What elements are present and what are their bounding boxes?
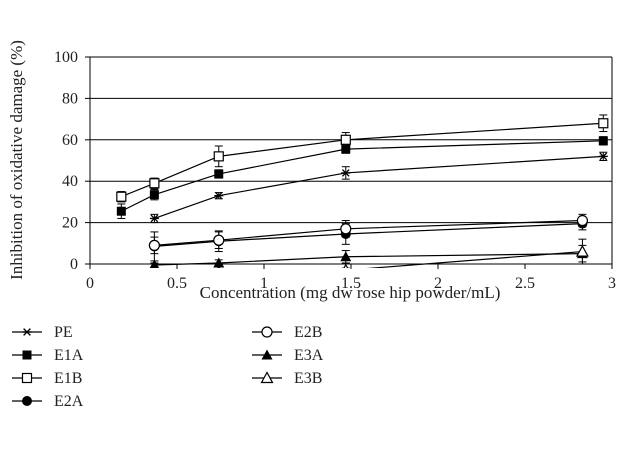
series-e3a xyxy=(149,244,588,268)
series-e1a xyxy=(116,136,608,219)
point-e1a-4 xyxy=(598,136,608,146)
legend-marker-e3b xyxy=(260,371,274,384)
point-e1a-0 xyxy=(116,206,126,216)
x-axis-label: Concentration (mg dw rose hip powder/mL) xyxy=(200,283,501,302)
legend-label-e3a: E3A xyxy=(294,347,324,364)
series-line-e1b xyxy=(121,122,604,198)
legend-label-e1a: E1A xyxy=(54,347,84,364)
point-pe-1 xyxy=(214,191,224,200)
legend-marker-e1a xyxy=(22,350,32,360)
point-e1b-0 xyxy=(116,191,127,202)
point-e3b-1 xyxy=(343,263,349,268)
series-layer xyxy=(116,114,609,274)
legend-item-e1a: E1A xyxy=(12,347,84,364)
point-pe-0 xyxy=(149,214,159,223)
point-e2b-2 xyxy=(340,223,352,235)
series-e2b xyxy=(148,213,589,255)
y-tick-label-80: 80 xyxy=(62,90,78,107)
series-pe xyxy=(149,151,608,224)
series-line-e1a xyxy=(121,140,604,212)
series-line-e2b xyxy=(154,219,583,246)
point-e2b-1 xyxy=(213,234,225,246)
legend-item-e3b: E3B xyxy=(252,370,322,387)
point-e1a-1 xyxy=(149,190,159,200)
point-e2b-3 xyxy=(576,214,589,227)
error-bar-e3b-1 xyxy=(341,267,350,268)
x-tick-label-0: 0 xyxy=(86,275,94,292)
point-e1b-1 xyxy=(149,178,160,189)
x-tick-label-2.5: 2.5 xyxy=(515,275,535,292)
legend-marker-e3a xyxy=(261,349,273,360)
legend-item-pe: PE xyxy=(12,324,73,341)
legend-item-e3a: E3A xyxy=(252,347,324,364)
series-line-e3b xyxy=(366,250,583,268)
series-line-e2a xyxy=(154,223,583,248)
legend-item-e2a: E2A xyxy=(12,393,84,410)
y-tick-label-40: 40 xyxy=(62,173,78,190)
y-axis-label: Inhibition of oxidative damage (%) xyxy=(7,40,26,280)
point-e1a-3 xyxy=(341,144,351,154)
point-e1b-2 xyxy=(213,151,224,162)
point-e3a-1 xyxy=(213,257,225,268)
series-e1b xyxy=(116,114,609,203)
point-e3b-2 xyxy=(575,244,589,257)
legend-item-e1b: E1B xyxy=(12,370,82,387)
legend-marker-pe xyxy=(22,328,32,336)
x-tick-label-3: 3 xyxy=(608,275,616,292)
series-line-pe xyxy=(154,155,604,220)
x-tick-label-1.5: 1.5 xyxy=(341,275,361,292)
series-e3b xyxy=(215,238,589,274)
point-e3a-0 xyxy=(149,259,160,268)
legend-marker-e2a xyxy=(22,396,32,406)
point-e1b-3 xyxy=(340,134,351,145)
point-pe-3 xyxy=(598,152,608,161)
legend-label-e1b: E1B xyxy=(54,370,82,387)
point-e3a-2 xyxy=(340,251,352,262)
legend-label-e2b: E2B xyxy=(294,324,322,341)
legend-marker-e2b xyxy=(261,326,273,338)
error-bar-e3b-0 xyxy=(215,270,223,274)
point-pe-2 xyxy=(341,169,351,177)
legend: PE E1A E1B E2A E2B E3A E3B xyxy=(12,324,324,410)
series-line-e3a xyxy=(154,253,583,266)
legend-marker-e1b xyxy=(21,372,33,384)
legend-label-e3b: E3B xyxy=(294,370,322,387)
x-tick-label-1: 1 xyxy=(260,275,268,292)
tick-labels: 0 20 40 60 80 100 0 0.5 1 1.5 2 2.5 3 xyxy=(54,49,616,292)
y-tick-label-0: 0 xyxy=(70,256,78,273)
point-e1b-4 xyxy=(598,118,609,129)
point-e3b-0 xyxy=(217,265,221,268)
legend-item-e2b: E2B xyxy=(252,324,322,341)
point-e1a-2 xyxy=(214,169,224,179)
x-tick-label-0.5: 0.5 xyxy=(167,275,187,292)
legend-label-e2a: E2A xyxy=(54,393,84,410)
point-e2b-0 xyxy=(148,239,160,251)
x-tick-label-2: 2 xyxy=(434,275,442,292)
y-tick-label-100: 100 xyxy=(54,49,78,66)
y-tick-label-60: 60 xyxy=(62,132,78,149)
legend-label-pe: PE xyxy=(54,324,73,341)
y-tick-label-20: 20 xyxy=(62,215,78,232)
